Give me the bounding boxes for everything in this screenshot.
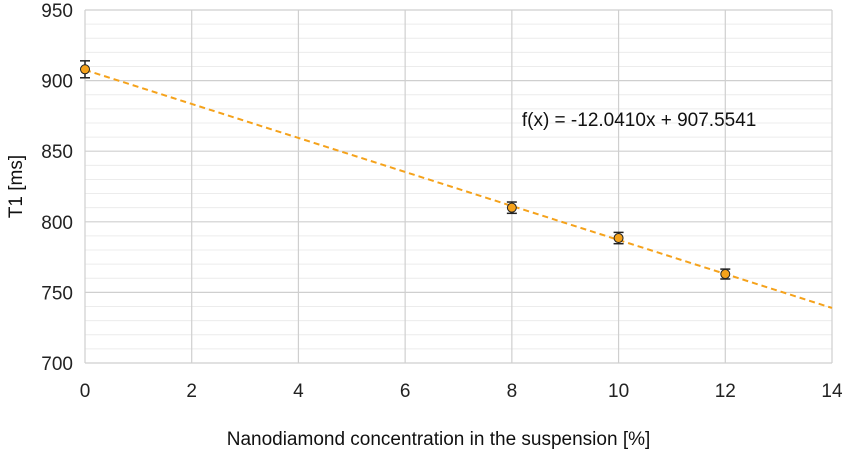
data-point (506, 202, 517, 213)
x-tick-label: 14 (821, 381, 843, 402)
trendline (84, 68, 833, 309)
x-axis-label: Nanodiamond concentration in the suspens… (227, 429, 651, 450)
x-tick-label: 12 (715, 381, 736, 402)
trendline-layer (84, 68, 833, 309)
x-tick-label: 0 (80, 381, 91, 402)
x-tick-label: 8 (507, 381, 518, 402)
y-axis-ticks: 700 750 800 850 900 950 (41, 1, 73, 375)
y-tick-label: 700 (41, 354, 73, 375)
data-point (80, 64, 90, 75)
x-axis-ticks: 0 2 4 6 8 10 12 14 (80, 381, 843, 402)
y-tick-label: 950 (41, 1, 73, 22)
y-axis-label: T1 [ms] (6, 155, 27, 218)
major-grid (84, 9, 833, 364)
minor-grid (85, 23, 832, 350)
data-points (80, 60, 731, 280)
y-tick-label: 850 (41, 142, 73, 163)
x-tick-label: 2 (186, 381, 197, 402)
data-point (720, 269, 731, 280)
x-tick-label: 4 (293, 381, 304, 402)
data-point (613, 233, 624, 244)
y-tick-label: 900 (41, 72, 73, 93)
y-tick-label: 800 (41, 213, 73, 234)
y-tick-label: 750 (41, 283, 73, 304)
trendline-equation: f(x) = -12.0410x + 907.5541 (522, 110, 757, 131)
x-tick-label: 6 (400, 381, 411, 402)
x-tick-label: 10 (608, 381, 629, 402)
